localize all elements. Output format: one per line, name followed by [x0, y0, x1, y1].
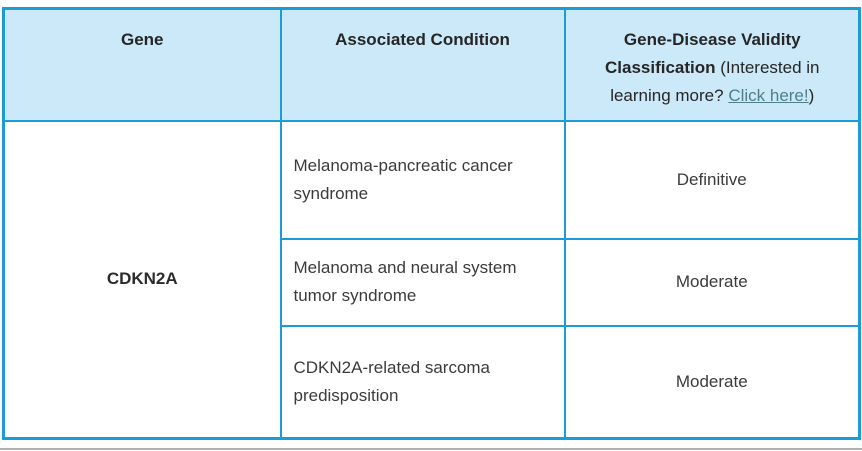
click-here-link[interactable]: Click here! — [728, 86, 809, 105]
classification-cell: Moderate — [563, 237, 861, 327]
table-row: CDKN2A-related sarcoma predisposition Mo… — [4, 324, 861, 440]
condition-cell: Melanoma-pancreatic cancer syndrome — [279, 119, 566, 240]
gene-disease-table: Gene Associated Condition Gene-Disease V… — [2, 7, 861, 440]
header-associated-condition: Associated Condition — [279, 7, 566, 122]
header-validity-note-suffix: ) — [808, 86, 815, 105]
header-validity-title: Gene-Disease Validity Classification — [605, 30, 801, 77]
header-gene: Gene — [2, 7, 282, 122]
table-row: CDKN2A Melanoma-pancreatic cancer syndro… — [2, 119, 861, 440]
gene-cell-cdkn2a: CDKN2A — [2, 119, 282, 440]
condition-cell: CDKN2A-related sarcoma predisposition — [279, 324, 566, 440]
table-row: Melanoma and neural system tumor syndrom… — [4, 237, 861, 327]
condition-cell: Melanoma and neural system tumor syndrom… — [279, 237, 566, 327]
table-header-row: Gene Associated Condition Gene-Disease V… — [2, 7, 861, 122]
classification-cell: Definitive — [563, 119, 861, 240]
header-validity-classification: Gene-Disease Validity Classification (In… — [563, 7, 861, 122]
bottom-divider — [0, 448, 862, 450]
classification-cell: Moderate — [563, 324, 861, 440]
header-validity-note-prefix: (Interested in learning more? — [610, 58, 820, 105]
